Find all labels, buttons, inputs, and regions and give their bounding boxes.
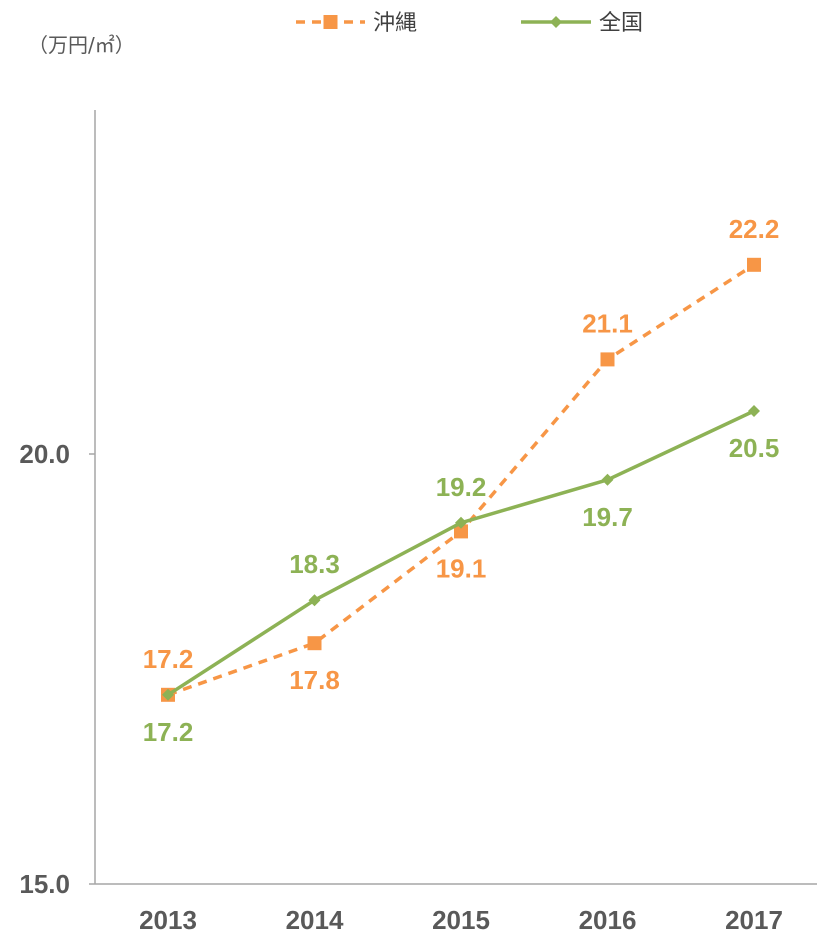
data-labels: 17.2 17.8 19.1 21.1 22.2 17.2 18.3 19.2 19.7 20.5 <box>143 214 780 747</box>
data-label: 22.2 <box>729 214 780 244</box>
data-point-square <box>600 352 615 367</box>
legend-item: 全国 <box>521 11 643 36</box>
data-label: 19.7 <box>582 502 633 532</box>
data-point-diamond <box>308 594 321 607</box>
tick-labels: 20.0 15.0 2013 2014 2015 2016 2017 <box>19 439 783 934</box>
legend-marker-diamond <box>550 16 562 28</box>
legend-label: 沖縄 <box>373 11 417 36</box>
x-tick-label: 2015 <box>432 905 490 934</box>
legend-marker-square <box>323 15 338 29</box>
x-tick-label: 2017 <box>725 905 783 934</box>
data-label: 21.1 <box>582 308 633 338</box>
x-tick-label: 2013 <box>139 905 197 934</box>
x-tick-label: 2014 <box>286 905 344 934</box>
data-point-diamond <box>748 405 760 417</box>
data-label: 18.3 <box>289 549 340 579</box>
y-tick-label: 15.0 <box>19 869 70 899</box>
series-layer <box>161 257 761 702</box>
data-label: 19.2 <box>436 472 487 502</box>
series-okinawa <box>161 257 761 702</box>
series-national <box>162 405 760 701</box>
data-point-square <box>747 257 761 272</box>
y-axis-unit-label: （万円/㎡） <box>28 33 135 57</box>
data-label: 17.2 <box>143 717 194 747</box>
legend: 沖縄 全国 <box>296 11 643 36</box>
legend-item: 沖縄 <box>296 11 417 36</box>
x-tick-label: 2016 <box>579 905 637 934</box>
data-label: 17.8 <box>289 665 340 695</box>
legend-label: 全国 <box>599 11 643 36</box>
data-point-square <box>454 524 468 539</box>
axes <box>89 110 817 885</box>
data-point-diamond <box>162 688 174 701</box>
data-label: 17.2 <box>143 644 194 674</box>
y-tick-label: 20.0 <box>19 439 70 469</box>
data-label: 20.5 <box>729 433 780 463</box>
data-point-square <box>307 636 322 651</box>
data-point-diamond <box>455 516 467 529</box>
data-label: 19.1 <box>436 553 487 583</box>
data-point-diamond <box>601 473 614 486</box>
